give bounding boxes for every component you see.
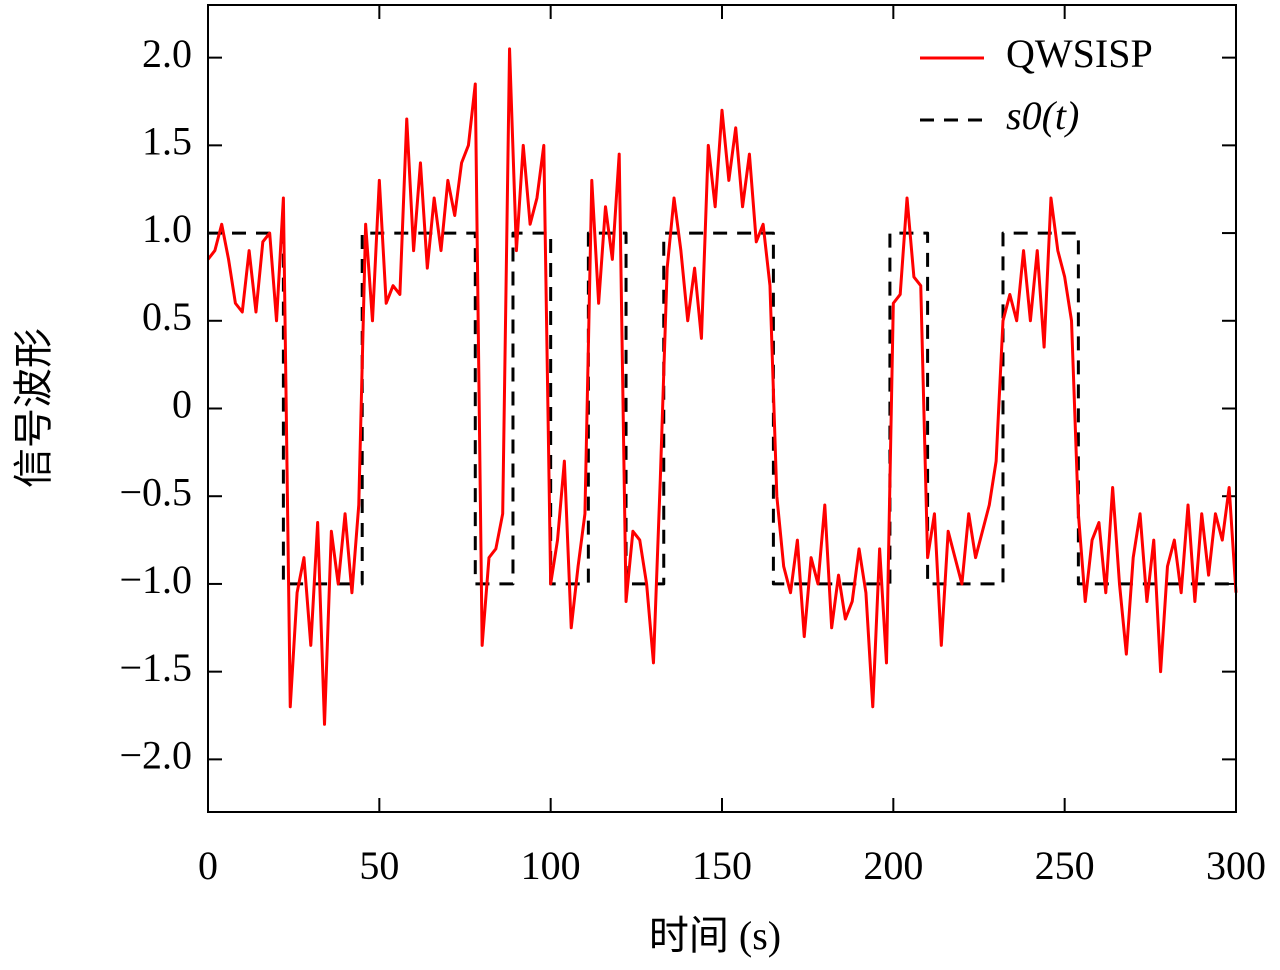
plot-frame	[207, 4, 1237, 813]
x-tick-label: 150	[692, 843, 752, 888]
y-tick-label: 1.0	[142, 206, 192, 251]
x-tick-label: 50	[359, 843, 399, 888]
y-tick-label: −1.5	[119, 645, 192, 690]
legend-label: s0(t)	[1006, 93, 1079, 138]
y-tick-label: −1.0	[119, 557, 192, 602]
legend-label: QWSISP	[1006, 31, 1153, 76]
x-axis-label: 时间 (s)	[649, 913, 781, 958]
x-tick-label: 0	[198, 843, 218, 888]
y-tick-label: 2.0	[142, 31, 192, 76]
y-tick-label: 0	[172, 382, 192, 427]
y-tick-label: 1.5	[142, 119, 192, 164]
y-axis-label: 信号波形	[11, 328, 56, 488]
x-tick-label: 250	[1035, 843, 1095, 888]
series-line	[206, 47, 1238, 726]
x-tick-label: 300	[1206, 843, 1266, 888]
y-tick-label: 0.5	[142, 294, 192, 339]
x-tick-label: 100	[521, 843, 581, 888]
y-tick-label: −2.0	[119, 733, 192, 778]
y-tick-label: −0.5	[119, 469, 192, 514]
series-line	[208, 231, 1236, 586]
x-tick-label: 200	[863, 843, 923, 888]
